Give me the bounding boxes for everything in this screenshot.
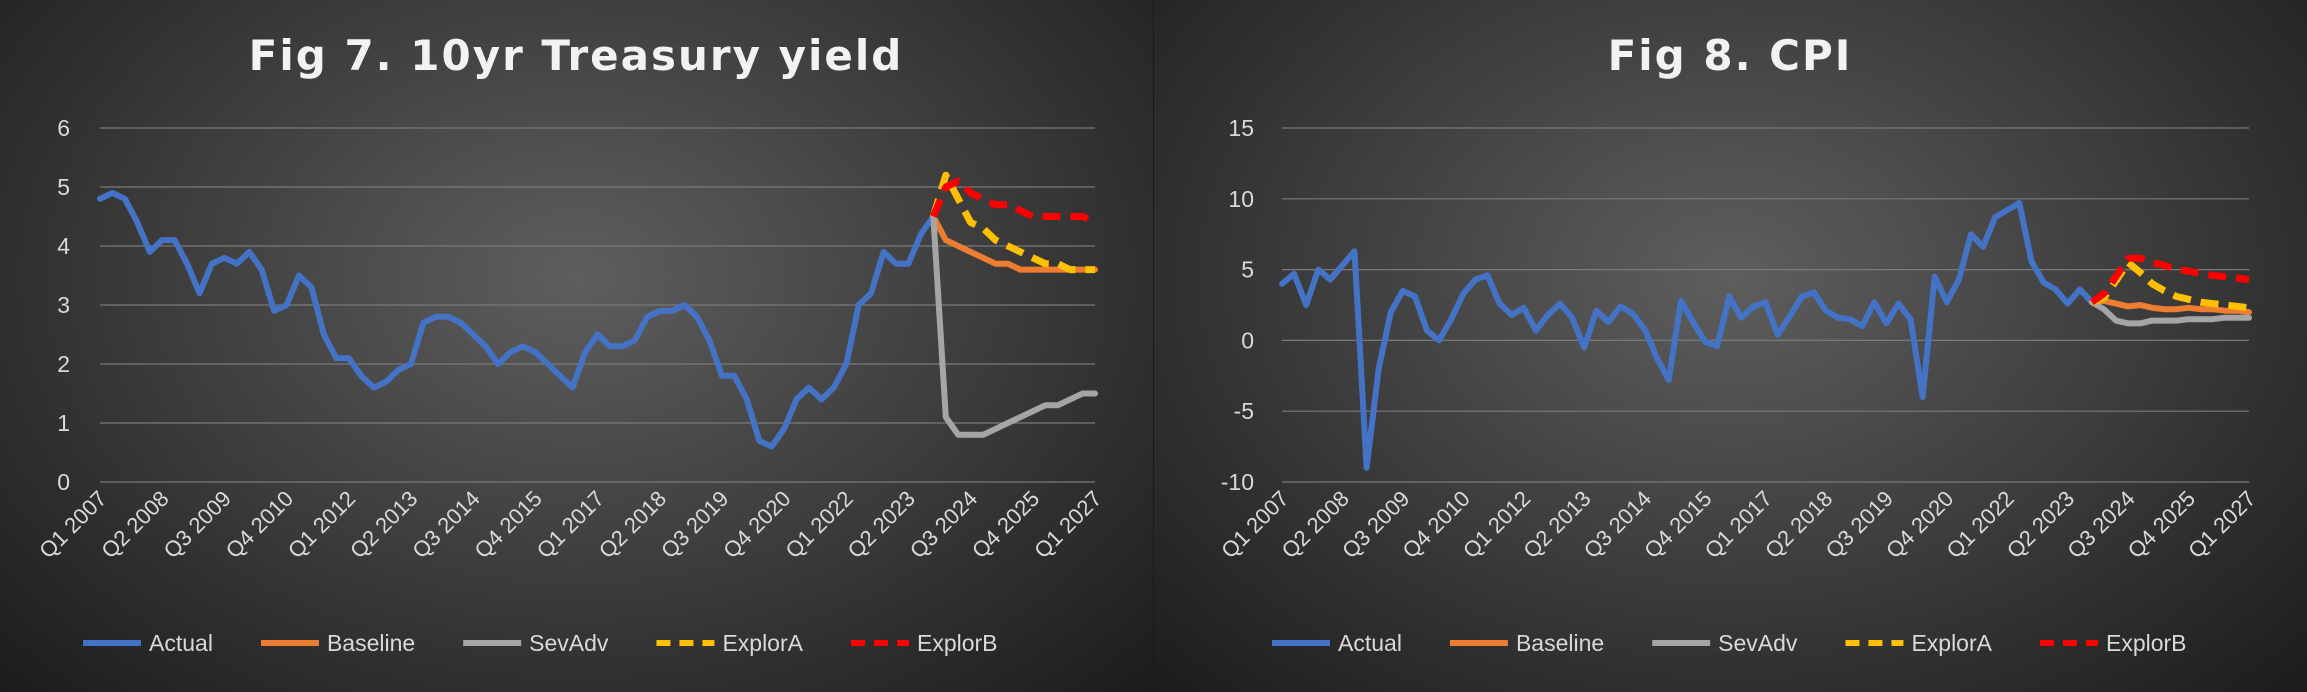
chart1-x-tick-q1-2022: Q1 2022 — [780, 486, 857, 563]
chart2-y-tick-10: 10 — [1228, 186, 1254, 212]
chart1-x-tick-q1-2007: Q1 2007 — [34, 486, 111, 563]
chart2-legend-label-explorb: ExplorB — [2106, 630, 2187, 656]
chart1-x-tick-q4-2025: Q4 2025 — [967, 486, 1044, 563]
chart2-legend-label-baseline: Baseline — [1516, 630, 1604, 656]
chart1-x-tick-q2-2018: Q2 2018 — [594, 486, 671, 563]
chart2-y-tick-0: 0 — [1241, 327, 1254, 353]
chart2-series-actual-line — [1279, 200, 2095, 471]
chart2-series-sevadv-line — [2088, 299, 2252, 327]
chart1-y-tick-1: 1 — [57, 410, 70, 436]
chart1-x-tick-q1-2027: Q1 2027 — [1029, 486, 1106, 563]
chart1-legend-item-baseline: Baseline — [260, 630, 415, 656]
chart2-series-explorb-line — [2089, 254, 2250, 306]
chart1-legend-label-actual: Actual — [149, 630, 213, 656]
chart2-x-tick-q1-2027: Q1 2027 — [2183, 486, 2260, 563]
chart2-legend-label-actual: Actual — [1338, 630, 1402, 656]
chart2-legend-item-baseline: Baseline — [1449, 630, 1604, 656]
chart1-series-sevadv-line — [930, 213, 1098, 438]
chart1-series-baseline-line — [930, 213, 1098, 273]
chart2-legend-item-explorb: ExplorB — [2039, 630, 2187, 656]
chart1-legend-item-sevadv: SevAdv — [463, 630, 609, 656]
chart1-legend-item-actual: Actual — [83, 630, 213, 656]
chart1-x-tick-q2-2013: Q2 2013 — [345, 486, 422, 563]
chart1-y-tick-6: 6 — [57, 115, 70, 141]
chart1-x-tick-q3-2024: Q3 2024 — [905, 486, 982, 563]
chart1-x-tick-q3-2009: Q3 2009 — [159, 486, 236, 563]
chart1-x-tick-q1-2017: Q1 2017 — [532, 486, 609, 563]
chart1-y-tick-4: 4 — [57, 233, 70, 259]
chart1-legend-label-sevadv: SevAdv — [529, 630, 609, 656]
chart1-x-tick-q1-2012: Q1 2012 — [283, 486, 360, 563]
treasury-yield-chart: Fig 7. 10yr Treasury yield 0 1 2 3 4 5 6 Q1 2007… — [34, 31, 1106, 656]
chart2-legend-item-explora: ExplorA — [1845, 630, 1993, 656]
chart1-legend-label-explora: ExplorA — [722, 630, 803, 656]
chart1-x-tick-q2-2023: Q2 2023 — [843, 486, 920, 563]
chart-panel-treasury: Fig 7. 10yr Treasury yield 0 1 2 3 4 5 6 Q1 2007… — [0, 0, 1153, 692]
chart1-y-tick-0: 0 — [57, 469, 70, 495]
chart2-legend-label-explora: ExplorA — [1911, 630, 1992, 656]
chart2-title: Fig 8. CPI — [1608, 31, 1853, 80]
chart1-x-tick-q2-2008: Q2 2008 — [96, 486, 173, 563]
chart1-legend-label-explorb: ExplorB — [917, 630, 998, 656]
chart1-series-explora-line — [929, 171, 1095, 274]
chart1-x-tick-q3-2014: Q3 2014 — [407, 486, 484, 563]
chart1-x-tick-q4-2010: Q4 2010 — [221, 486, 298, 563]
chart2-legend-label-sevadv: SevAdv — [1718, 630, 1798, 656]
chart1-x-tick-q4-2020: Q4 2020 — [718, 486, 795, 563]
chart1-x-tick-q3-2019: Q3 2019 — [656, 486, 733, 563]
chart1-x-tick-q4-2015: Q4 2015 — [469, 486, 546, 563]
chart1-y-tick-2: 2 — [57, 351, 70, 377]
chart1-legend-label-baseline: Baseline — [327, 630, 415, 656]
chart2-series-baseline-line — [2088, 297, 2252, 316]
chart1-y-tick-5: 5 — [57, 174, 70, 200]
chart-panel-cpi: Fig 8. CPI -10 -5 0 5 10 15 Q1 2007 Q2 2008 Q3 20… — [1154, 0, 2307, 692]
chart2-y-tick-15: 15 — [1228, 115, 1254, 141]
chart2-y-tick-10: -10 — [1221, 469, 1254, 495]
chart2-legend-item-sevadv: SevAdv — [1652, 630, 1798, 656]
chart1-y-tick-3: 3 — [57, 292, 70, 318]
chart1-legend-item-explorb: ExplorB — [850, 630, 998, 656]
chart2-legend-item-actual: Actual — [1272, 630, 1402, 656]
chart1-title: Fig 7. 10yr Treasury yield — [249, 31, 904, 80]
chart2-y-tick-5: -5 — [1234, 398, 1254, 424]
chart1-series-actual-line — [97, 189, 937, 450]
chart1-legend-item-explora: ExplorA — [656, 630, 804, 656]
chart2-y-tick-5: 5 — [1241, 257, 1254, 283]
